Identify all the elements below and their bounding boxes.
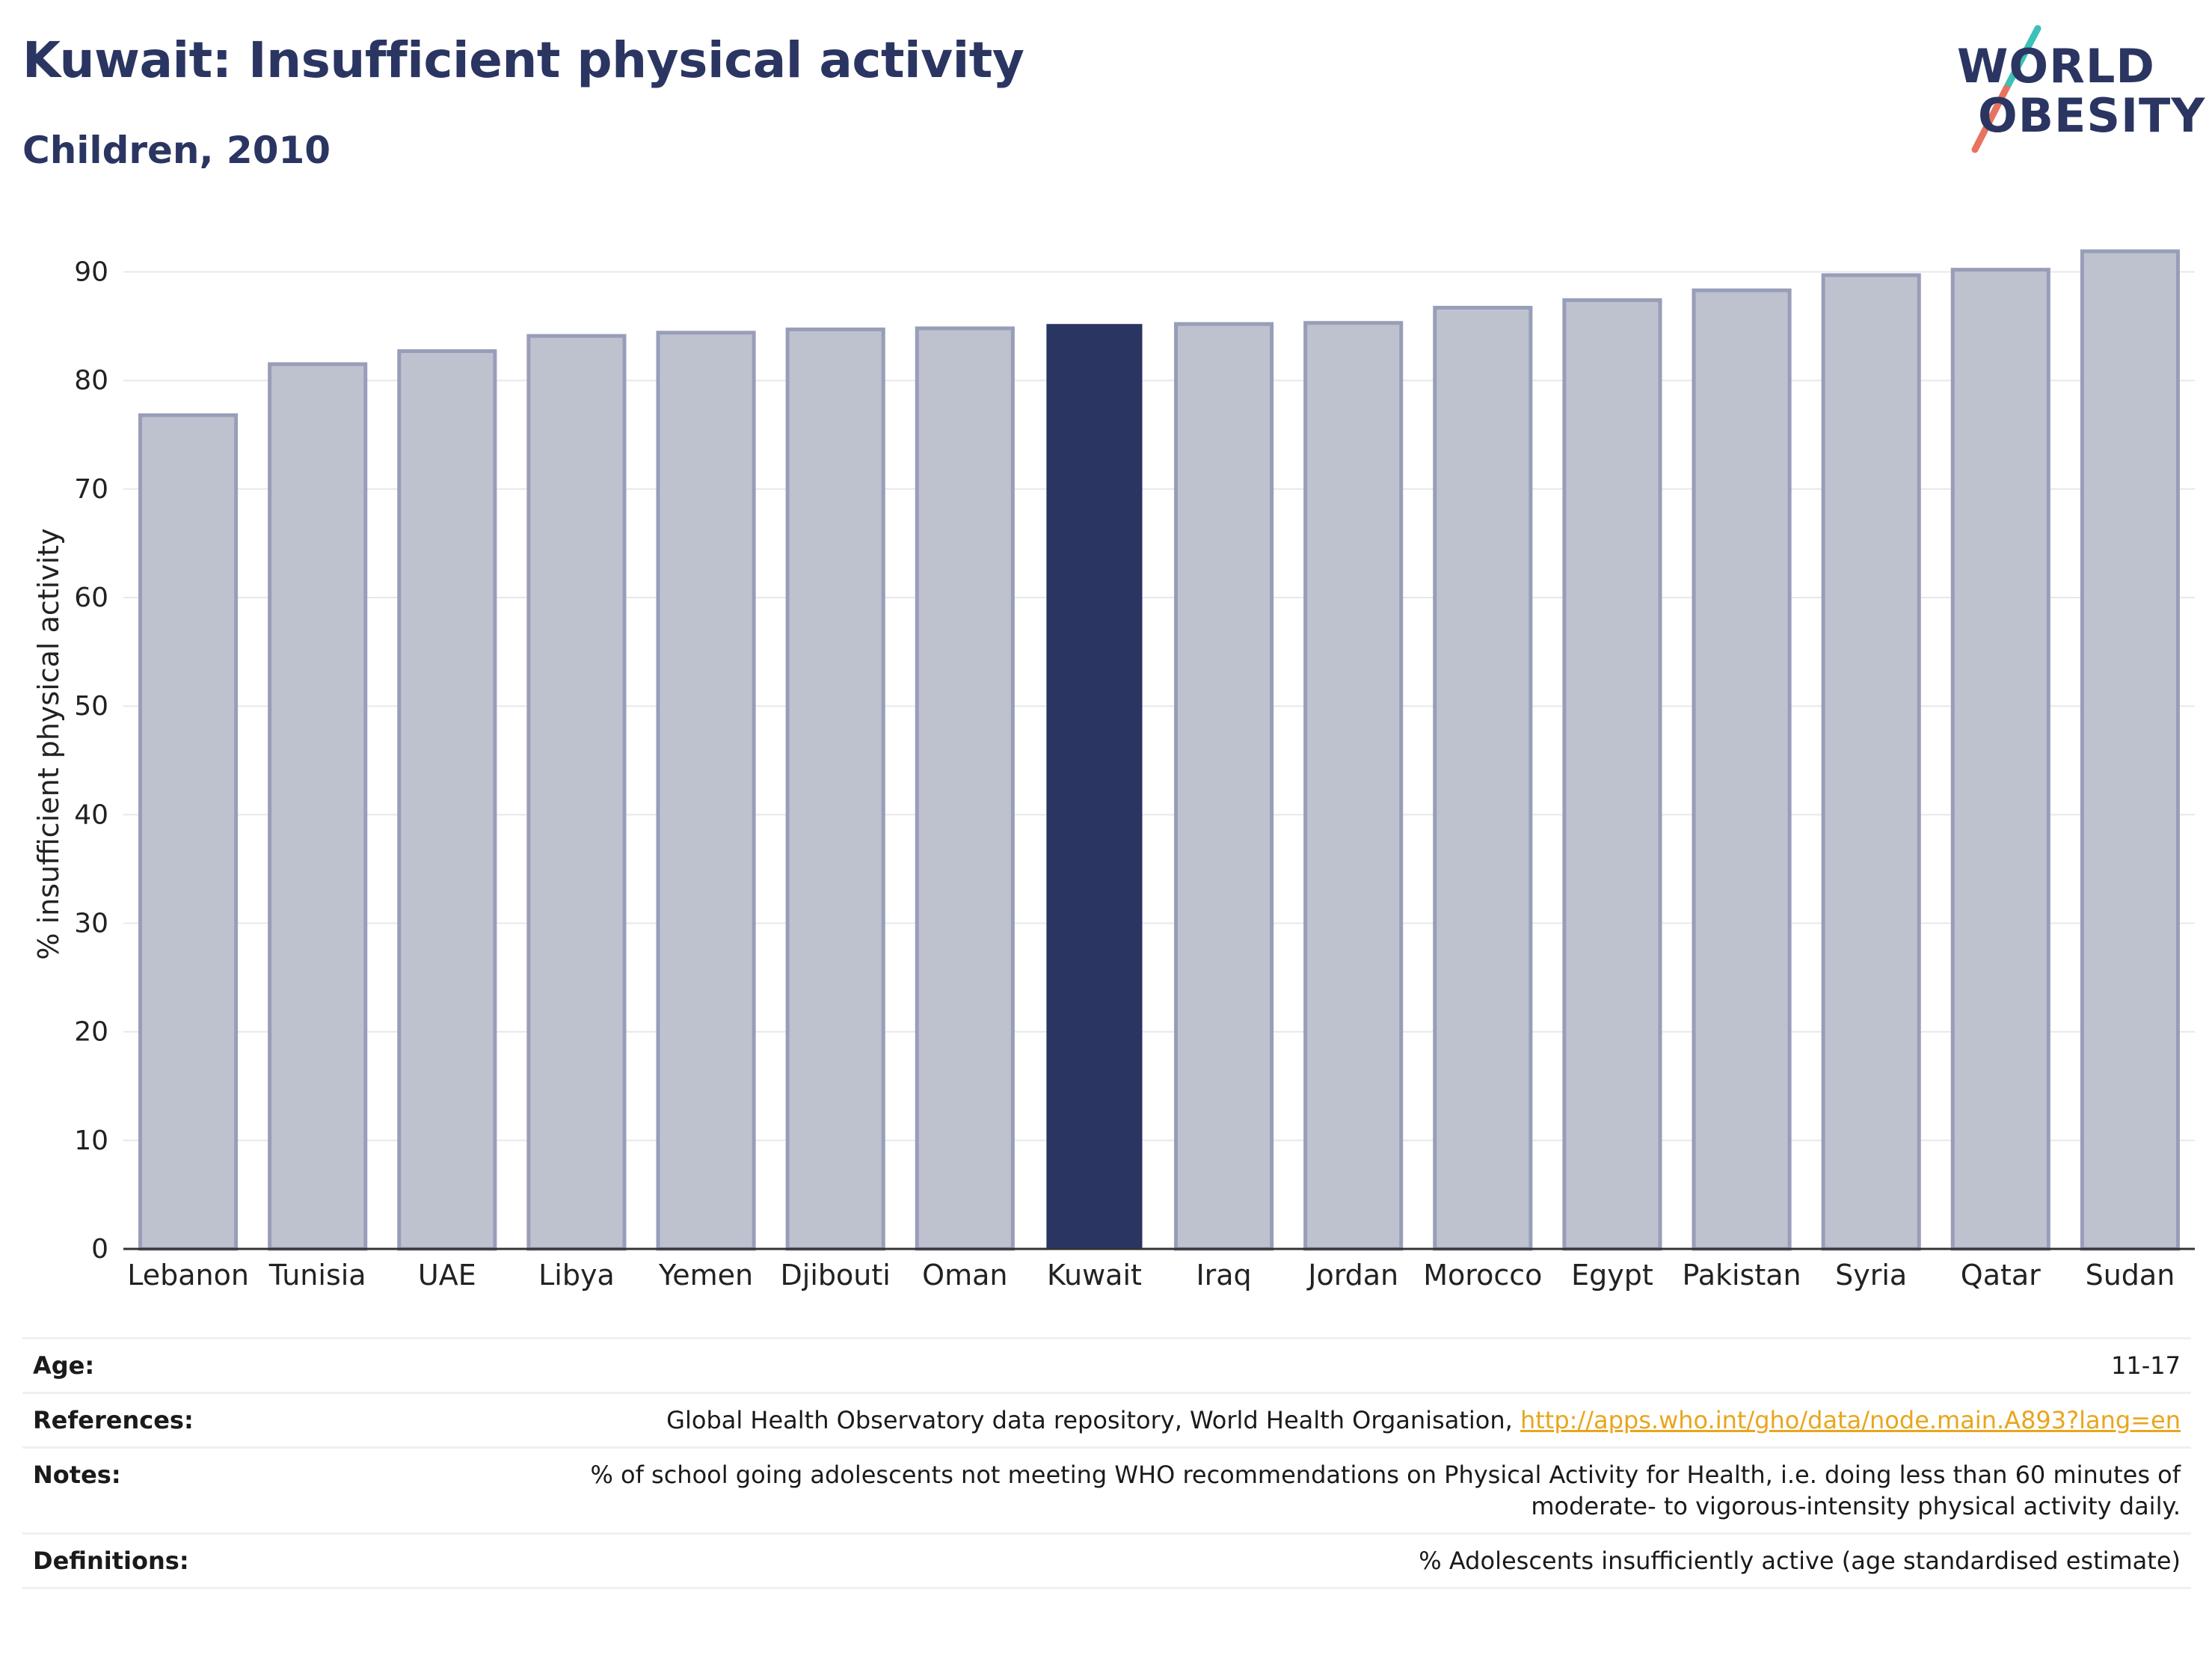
- x-tick-label: Tunisia: [268, 1259, 366, 1292]
- y-tick-label: 40: [74, 799, 108, 830]
- bar-uae: [397, 349, 497, 1251]
- references-text: Global Health Observatory data repositor…: [666, 1406, 1520, 1434]
- bar-qatar: [1950, 268, 2050, 1251]
- y-tick-label: 20: [74, 1017, 108, 1048]
- y-tick-label: 60: [74, 583, 108, 613]
- x-tick-label: Yemen: [658, 1259, 753, 1292]
- chart-title: Kuwait: Insufficient physical activity: [22, 31, 1024, 89]
- y-tick-label: 10: [74, 1126, 108, 1156]
- chart-subtitle: Children, 2010: [22, 129, 331, 172]
- world-obesity-logo: WORLD OBESITY: [1948, 21, 2206, 163]
- x-tick-label: Pakistan: [1683, 1259, 1801, 1292]
- bar-djibouti: [785, 327, 885, 1251]
- x-tick-label: Lebanon: [127, 1259, 249, 1292]
- x-tick-label: Sudan: [2086, 1259, 2175, 1292]
- meta-row-definitions: Definitions: % Adolescents insufficientl…: [22, 1532, 2191, 1589]
- bar-oman: [915, 326, 1015, 1251]
- logo-slash-icon: [1971, 25, 2042, 153]
- meta-value-age: 11-17: [462, 1337, 2191, 1394]
- x-tick-label: Egypt: [1571, 1259, 1653, 1292]
- notes-line-2: moderate- to vigorous-intensity physical…: [1531, 1492, 2181, 1520]
- bar-morocco: [1433, 305, 1533, 1251]
- x-tick-label: Jordan: [1306, 1259, 1398, 1292]
- bar-kuwait: [1046, 324, 1143, 1249]
- metadata-table: Age: 11-17 References: Global Health Obs…: [22, 1337, 2191, 1589]
- y-tick-label: 0: [91, 1234, 108, 1265]
- bar-lebanon: [138, 413, 239, 1251]
- bar-egypt: [1562, 298, 1662, 1251]
- x-tick-label: Djibouti: [781, 1259, 891, 1292]
- x-tick-label: Qatar: [1961, 1259, 2041, 1292]
- x-tick-label: Iraq: [1196, 1259, 1251, 1292]
- x-tick-label: Syria: [1835, 1259, 1907, 1292]
- logo-word-world: WORLD: [1957, 39, 2155, 93]
- bar-tunisia: [268, 362, 368, 1251]
- notes-line-1: % of school going adolescents not meetin…: [590, 1461, 2181, 1489]
- bar-yemen: [656, 331, 756, 1251]
- meta-row-age: Age: 11-17: [22, 1337, 2191, 1394]
- x-tick-label: Morocco: [1423, 1259, 1542, 1292]
- meta-value-definitions: % Adolescents insufficiently active (age…: [462, 1532, 2191, 1589]
- x-tick-label: Libya: [538, 1259, 615, 1292]
- meta-value-notes: % of school going adolescents not meetin…: [462, 1446, 2191, 1535]
- y-tick-label: 80: [74, 366, 108, 396]
- bar-sudan: [2080, 249, 2180, 1251]
- y-tick-label: 50: [74, 691, 108, 722]
- meta-label-notes: Notes:: [22, 1446, 462, 1535]
- meta-label-references: References:: [22, 1392, 462, 1449]
- y-tick-label: 30: [74, 909, 108, 939]
- references-link[interactable]: http://apps.who.int/gho/data/node.main.A…: [1520, 1406, 2181, 1434]
- meta-label-age: Age:: [22, 1337, 462, 1394]
- x-tick-label: Kuwait: [1047, 1259, 1142, 1292]
- bar-chart: 0 10 20 30 40 50 60 70 80 90 % insufficient physic…: [32, 249, 2195, 1292]
- x-tick-label: Oman: [922, 1259, 1007, 1292]
- bar-syria: [1821, 273, 1921, 1251]
- logo-word-obesity: OBESITY: [1978, 88, 2206, 143]
- bar-jordan: [1303, 321, 1404, 1251]
- meta-row-notes: Notes: % of school going adolescents not…: [22, 1446, 2191, 1535]
- y-axis-label: % insufficient physical activity: [32, 528, 65, 959]
- x-tick-label: UAE: [418, 1259, 476, 1292]
- bar-libya: [526, 334, 627, 1251]
- meta-label-definitions: Definitions:: [22, 1532, 462, 1589]
- meta-row-references: References: Global Health Observatory da…: [22, 1392, 2191, 1449]
- meta-value-references: Global Health Observatory data repositor…: [462, 1392, 2191, 1449]
- bar-iraq: [1174, 322, 1274, 1251]
- y-tick-label: 90: [74, 257, 108, 288]
- y-tick-label: 70: [74, 474, 108, 505]
- bar-pakistan: [1692, 288, 1792, 1251]
